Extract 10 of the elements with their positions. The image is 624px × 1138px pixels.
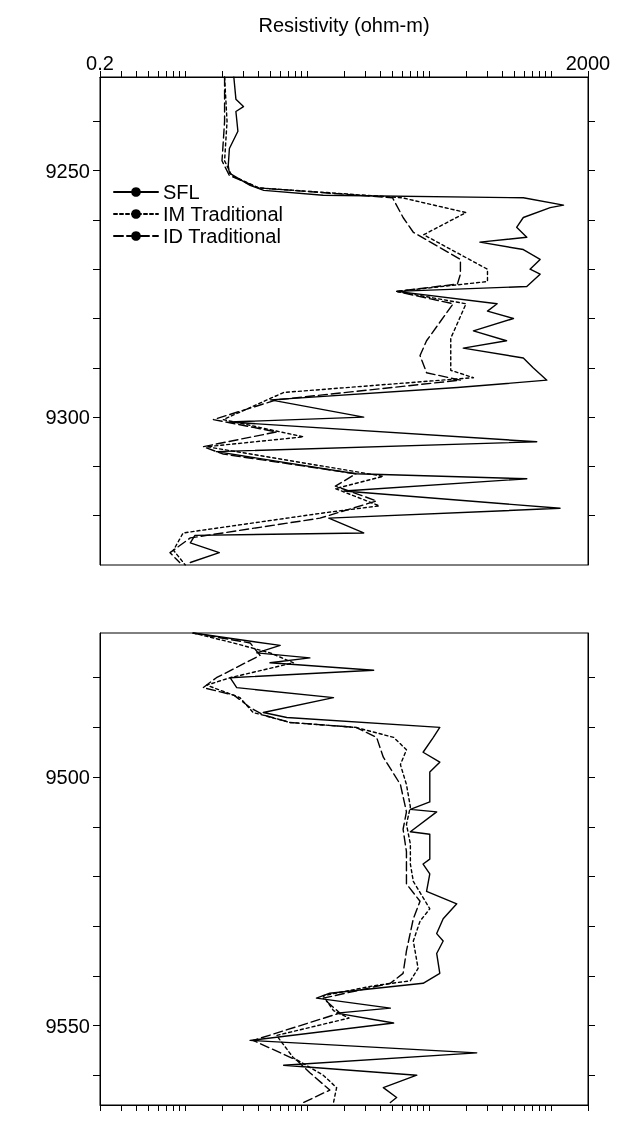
legend-label: SFL: [163, 181, 200, 203]
y-tick-label: 9500: [45, 766, 90, 789]
y-tick-label: 9250: [45, 159, 90, 182]
legend-label: ID Traditional: [163, 225, 281, 247]
x-tick-label: 2000: [565, 52, 611, 74]
x-axis-title: Resistivity (ohm-m): [258, 14, 430, 36]
x-tick-label: 0.2: [86, 52, 114, 74]
legend-label: IM Traditional: [163, 203, 284, 225]
y-tick-label: 9300: [45, 406, 90, 429]
y-tick-label: 9550: [45, 1014, 90, 1037]
